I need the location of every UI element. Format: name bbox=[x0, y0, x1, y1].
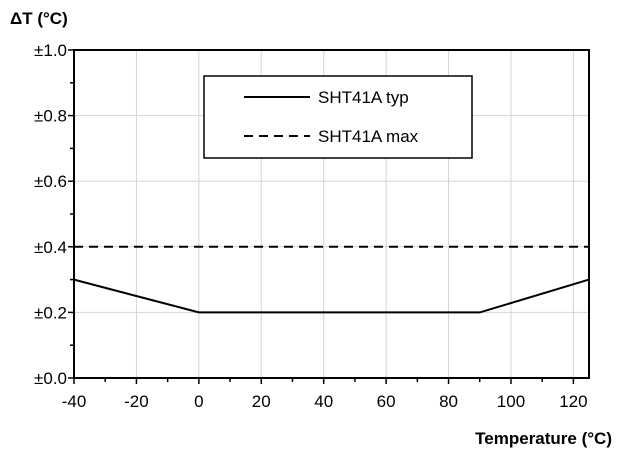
tick-labels: -40 -20 0 20 40 60 80 100 120 ±0.0 ±0.2 ±0.4 ±0.6 ±0.… bbox=[34, 41, 588, 411]
x-tick-label: 120 bbox=[559, 392, 587, 411]
legend: SHT41A typ SHT41A max bbox=[203, 75, 473, 159]
y-tick-label: ±0.2 bbox=[34, 303, 67, 322]
series-line-typ bbox=[73, 278, 590, 314]
series-layer bbox=[73, 245, 590, 314]
y-tick-label: ±0.4 bbox=[34, 238, 67, 257]
ticks bbox=[68, 49, 575, 384]
x-axis-title: Temperature (°C) bbox=[475, 429, 612, 448]
x-tick-label: 60 bbox=[377, 392, 396, 411]
y-tick-label: ±0.8 bbox=[34, 107, 67, 126]
x-tick-label: 20 bbox=[252, 392, 271, 411]
x-tick-label: 80 bbox=[439, 392, 458, 411]
legend-box bbox=[203, 75, 473, 159]
x-tick-label: 0 bbox=[194, 392, 203, 411]
legend-label-typ: SHT41A typ bbox=[318, 88, 409, 107]
x-tick-label: -20 bbox=[124, 392, 149, 411]
x-tick-label: 40 bbox=[314, 392, 333, 411]
x-tick-label: -40 bbox=[62, 392, 87, 411]
y-tick-label: ±0.0 bbox=[34, 369, 67, 388]
x-tick-label: 100 bbox=[497, 392, 525, 411]
y-tick-label: ±0.6 bbox=[34, 172, 67, 191]
y-tick-label: ±1.0 bbox=[34, 41, 67, 60]
y-axis-title: ΔT (°C) bbox=[10, 9, 68, 28]
legend-label-max: SHT41A max bbox=[318, 127, 419, 146]
